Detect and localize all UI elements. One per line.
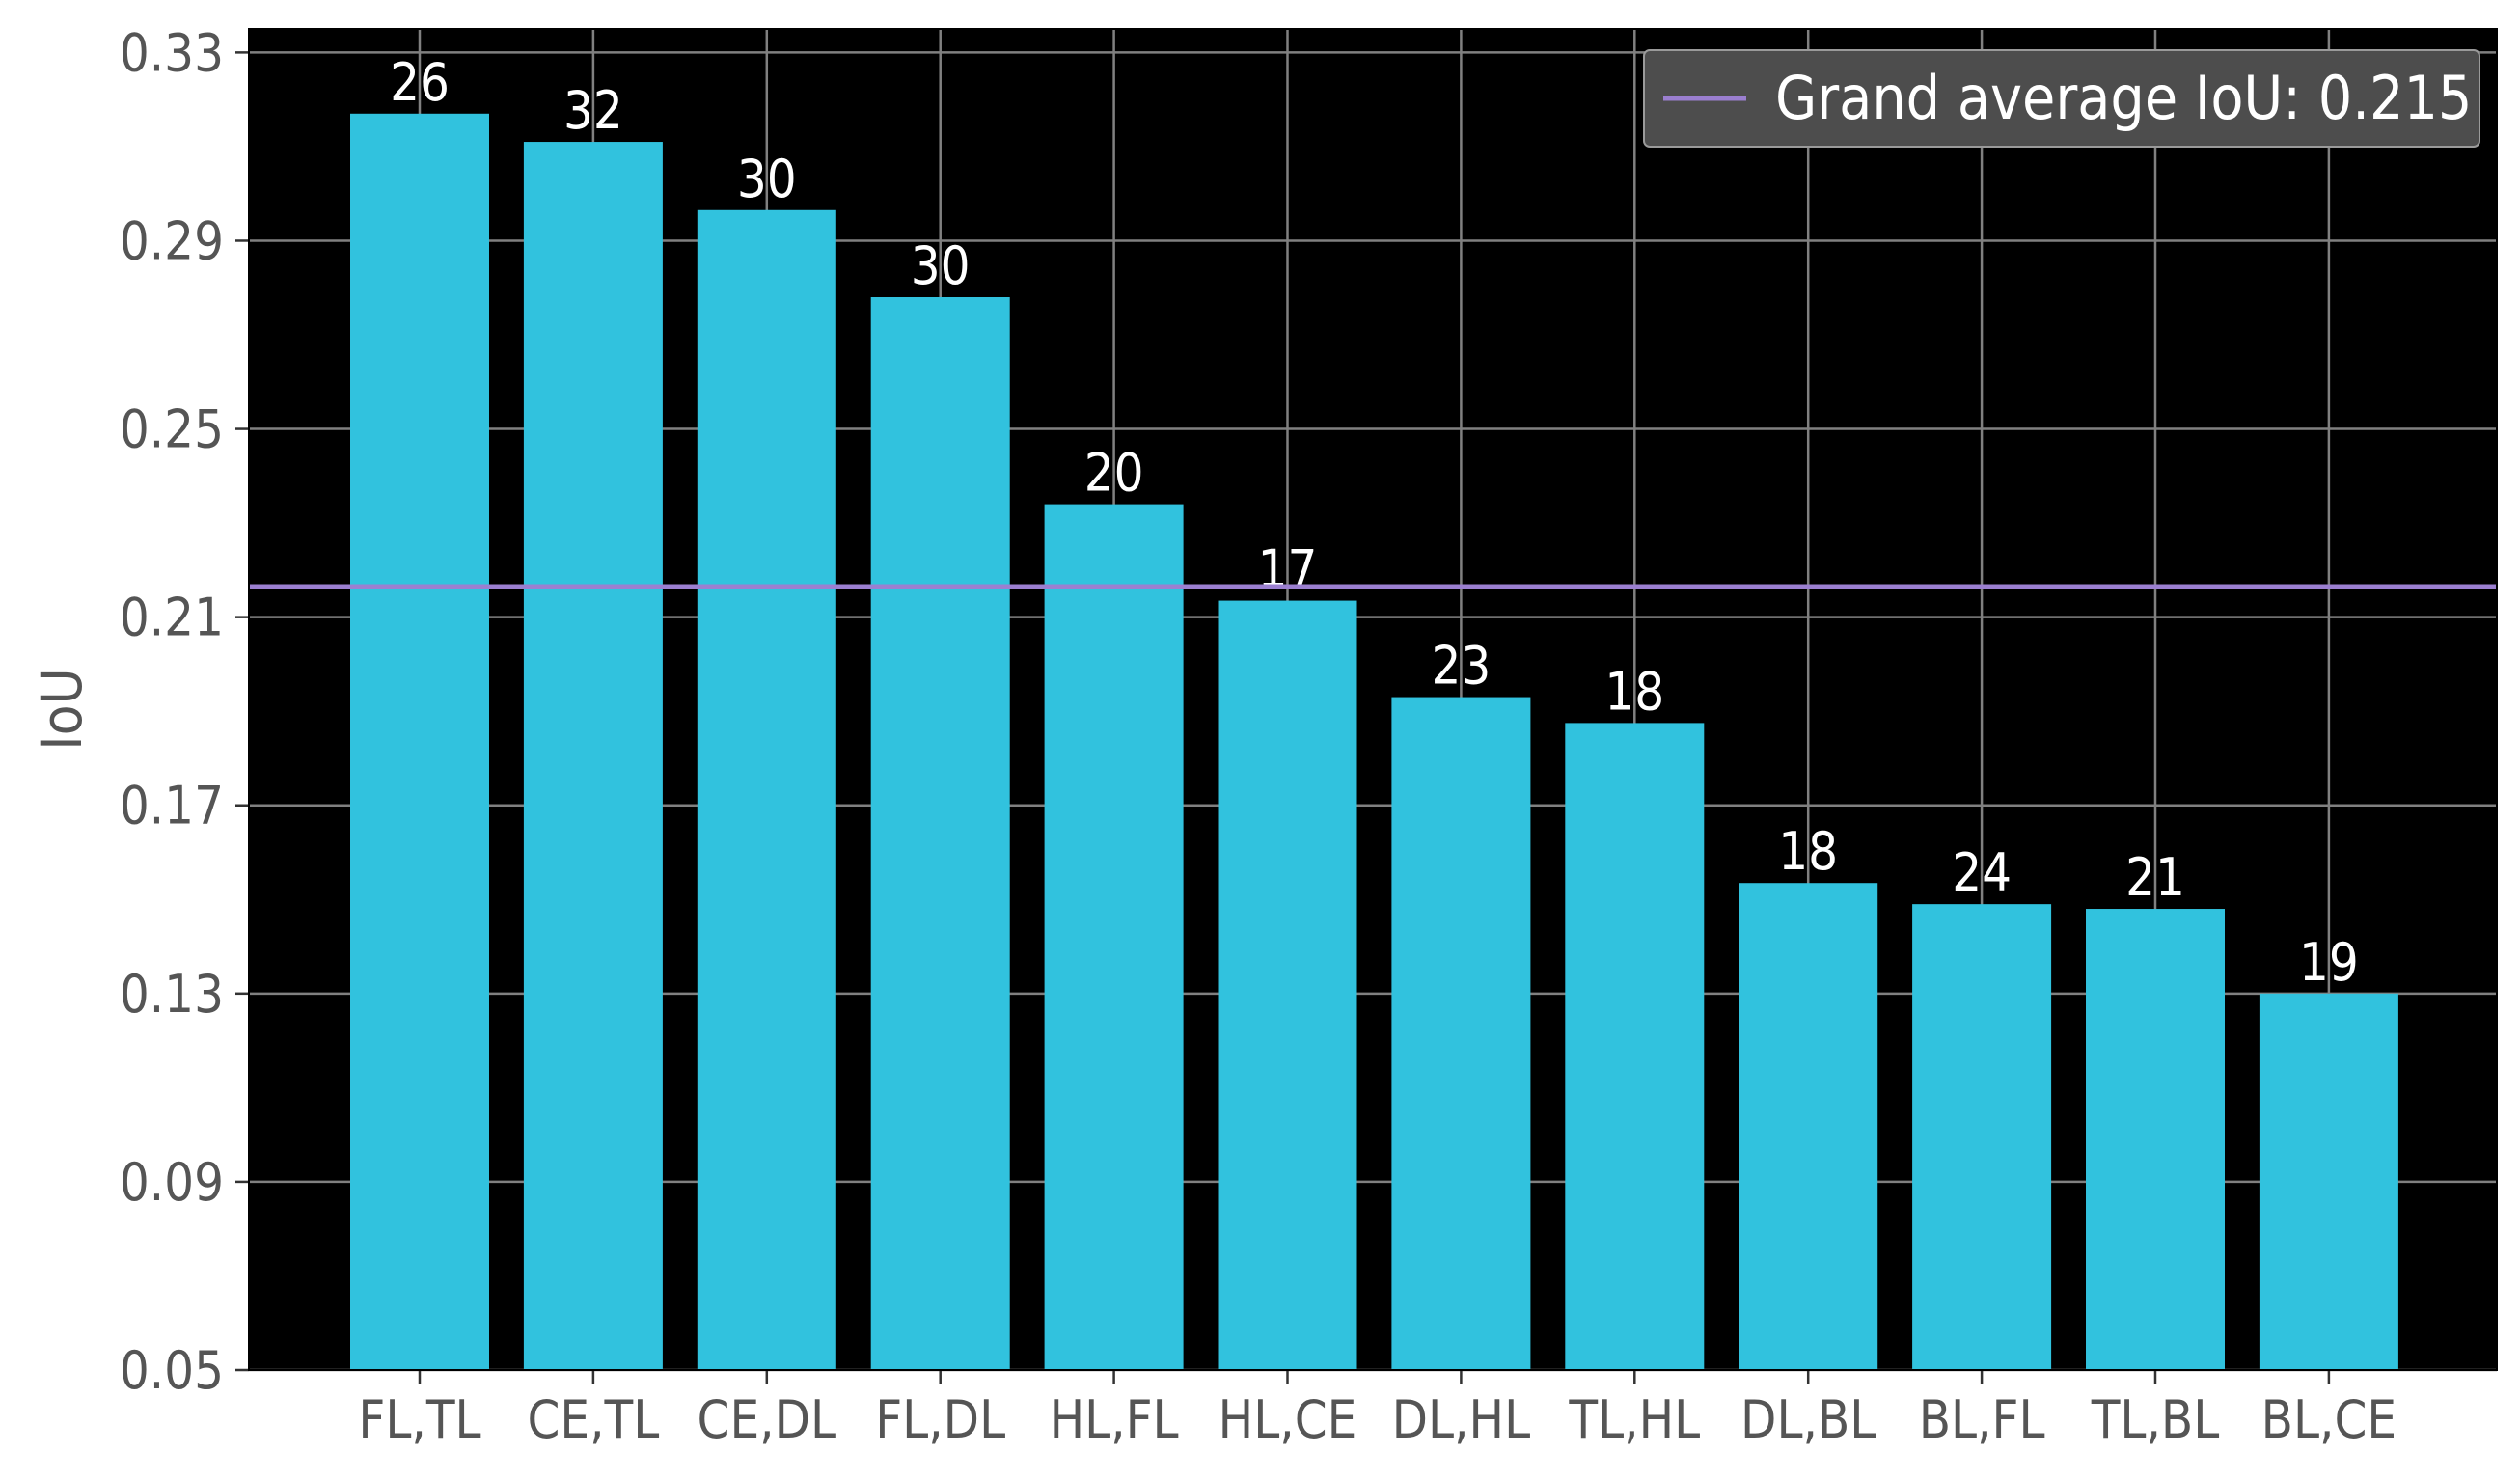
legend-box	[1643, 49, 2480, 148]
bar-count-label: 24	[1952, 842, 2012, 903]
bar	[2086, 909, 2225, 1370]
y-tick-label: 0.17	[120, 776, 224, 836]
bar-count-label: 20	[1084, 443, 1144, 504]
x-tick-label: CE,DL	[698, 1389, 837, 1450]
bar	[1912, 904, 2052, 1370]
x-tick-label: CE,TL	[528, 1389, 660, 1450]
x-tick-label: HL,CE	[1219, 1389, 1357, 1450]
bar-count-labels: 26 32 30 30 20 17 23 18 18 24 21 19	[390, 52, 2359, 993]
bar-count-label: 18	[1778, 821, 1838, 882]
bars	[350, 113, 2398, 1371]
x-tick-label: BL,FL	[1919, 1389, 2045, 1450]
x-tick-label: FL,DL	[875, 1389, 1005, 1450]
bar-count-label: 30	[737, 149, 797, 209]
x-axis-ticks: FL,TL CE,TL CE,DL FL,DL HL,FL HL,CE DL,HL TL,HL…	[358, 1370, 2397, 1450]
bar	[1739, 883, 1878, 1370]
y-tick-label: 0.25	[120, 399, 224, 460]
x-tick-label: BL,CE	[2261, 1389, 2397, 1450]
y-tick-label: 0.33	[120, 22, 224, 83]
y-axis-title: IoU	[29, 668, 95, 751]
bar	[870, 297, 1010, 1370]
y-tick-label: 0.29	[120, 210, 224, 271]
y-tick-label: 0.05	[120, 1340, 224, 1401]
bar	[1218, 600, 1357, 1370]
y-axis-ticks: 0.05 0.09 0.13 0.17 0.21 0.25 0.29 0.33	[120, 22, 249, 1401]
x-tick-label: DL,HL	[1392, 1389, 1531, 1450]
bar	[697, 209, 836, 1370]
y-tick-label: 0.09	[120, 1152, 224, 1213]
bar-count-label: 32	[563, 80, 623, 141]
bar	[1044, 504, 1184, 1370]
bar	[1391, 697, 1531, 1370]
bar-count-label: 21	[2125, 847, 2185, 908]
legend-label: Grand average IoU: 0.215	[1775, 63, 2472, 133]
bar-count-label: 19	[2299, 932, 2359, 993]
y-tick-label: 0.21	[120, 588, 224, 648]
bar	[350, 113, 489, 1371]
x-tick-label: TL,HL	[1568, 1389, 1700, 1450]
bar	[523, 142, 663, 1371]
x-tick-label: TL,BL	[2091, 1389, 2220, 1450]
bar	[2259, 993, 2398, 1370]
bar-count-label: 23	[1431, 636, 1491, 697]
x-tick-label: DL,BL	[1740, 1389, 1876, 1450]
x-tick-label: FL,TL	[358, 1389, 480, 1450]
bar-count-label: 17	[1258, 539, 1318, 600]
legend: Grand average IoU: 0.215	[248, 28, 2498, 1371]
bar-count-label: 26	[390, 52, 450, 113]
y-tick-label: 0.13	[120, 964, 224, 1025]
bar-count-label: 18	[1604, 661, 1664, 722]
bar-count-label: 30	[911, 235, 971, 296]
bar	[1565, 723, 1705, 1370]
x-tick-label: HL,FL	[1050, 1389, 1179, 1450]
plot-frame	[248, 28, 2498, 1371]
